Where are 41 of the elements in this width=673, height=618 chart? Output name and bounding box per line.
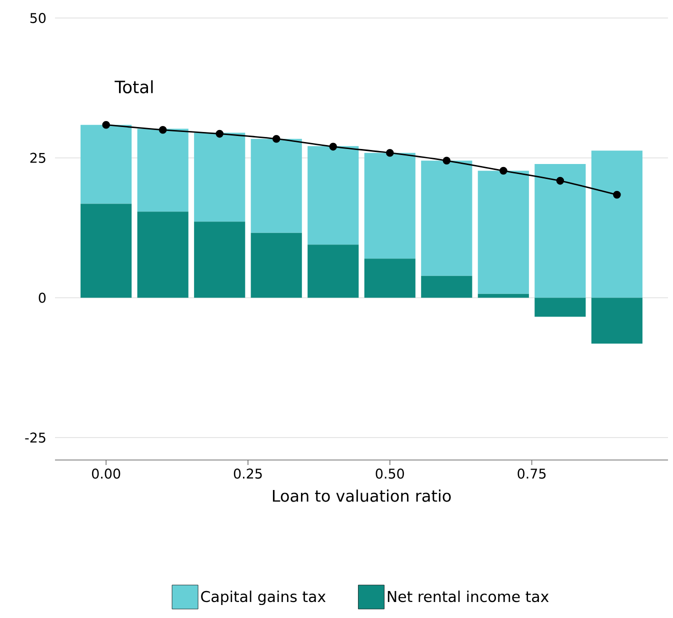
point	[556, 176, 564, 185]
series-label: Total	[114, 80, 153, 94]
y-tick-label: 25	[30, 152, 46, 163]
bar	[250, 138, 302, 233]
point	[102, 120, 110, 129]
bar	[534, 298, 586, 317]
bar	[194, 222, 246, 298]
point	[216, 130, 224, 138]
bar	[421, 276, 472, 298]
point	[329, 142, 338, 151]
bar	[364, 258, 416, 298]
point	[500, 166, 508, 175]
x-tick-label: 0.25	[234, 468, 262, 479]
y-tick-label: 50	[30, 12, 46, 24]
bar	[137, 128, 188, 212]
y-tick-label: 0	[38, 292, 46, 303]
bar	[80, 124, 132, 204]
point	[272, 134, 280, 143]
point	[158, 126, 167, 134]
bar	[308, 146, 359, 245]
point	[442, 156, 451, 165]
x-axis-title: Loan to valuation ratio	[272, 490, 451, 502]
x-tick-label: 0.00	[92, 468, 120, 479]
bar	[478, 170, 529, 294]
bar	[534, 164, 586, 298]
legend-label: Capital gains tax	[201, 590, 326, 606]
point	[613, 190, 621, 199]
y-tick-label: -25	[25, 432, 46, 443]
point	[386, 148, 394, 157]
bar	[591, 298, 642, 344]
bar	[80, 204, 132, 298]
bar	[591, 150, 642, 298]
bar	[137, 212, 188, 298]
bar	[250, 232, 302, 298]
bar	[308, 244, 359, 298]
legend-label: Net rental income tax	[388, 590, 549, 602]
x-tick-label: 0.75	[518, 468, 546, 479]
x-tick-label: 0.50	[376, 468, 404, 479]
bar	[364, 152, 416, 259]
bar	[421, 160, 472, 276]
bar	[194, 132, 246, 222]
